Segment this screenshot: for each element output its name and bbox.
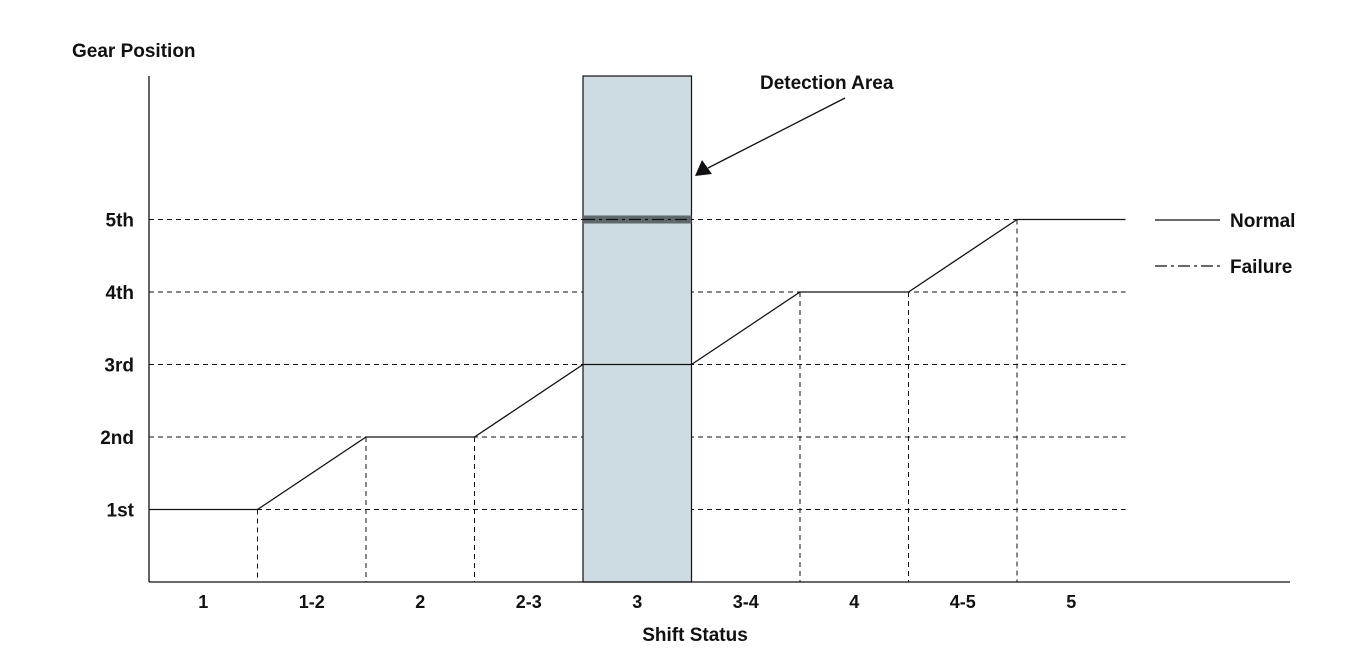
series-lines [149, 215, 1126, 511]
axes [148, 76, 1290, 583]
legend-label-failure: Failure [1230, 257, 1292, 278]
y-tick-5th: 5th [106, 211, 135, 232]
x-tick-1-2: 1-2 [299, 592, 325, 612]
legend-label-normal: Normal [1230, 211, 1295, 232]
detection-area-group [582, 75, 693, 583]
x-axis-label: Shift Status [642, 625, 748, 646]
detection-area-arrowhead [695, 160, 712, 176]
x-tick-2-3: 2-3 [516, 592, 542, 612]
x-tick-3-4: 3-4 [733, 592, 759, 612]
y-tick-3rd: 3rd [104, 356, 134, 377]
x-tick-3: 3 [632, 592, 642, 612]
tick-labels: 1st 2nd 3rd 4th 5th 1 1-2 2 2-3 3 3-4 4 4-5 5 [100, 211, 1076, 613]
x-tick-4: 4 [849, 592, 859, 612]
x-tick-2: 2 [415, 592, 425, 612]
y-axis-label: Gear Position [72, 41, 196, 62]
series-normal [149, 218, 1126, 511]
x-tick-1: 1 [198, 592, 208, 612]
detection-area-arrow-line [707, 97, 846, 169]
legend: Normal Failure [1155, 211, 1295, 278]
x-tick-4-5: 4-5 [950, 592, 976, 612]
x-tick-5: 5 [1066, 592, 1076, 612]
detection-area [582, 75, 693, 583]
y-tick-4th: 4th [106, 283, 135, 304]
y-tick-1st: 1st [107, 501, 135, 522]
detection-area-label: Detection Area [760, 73, 894, 94]
y-tick-2nd: 2nd [100, 428, 134, 449]
